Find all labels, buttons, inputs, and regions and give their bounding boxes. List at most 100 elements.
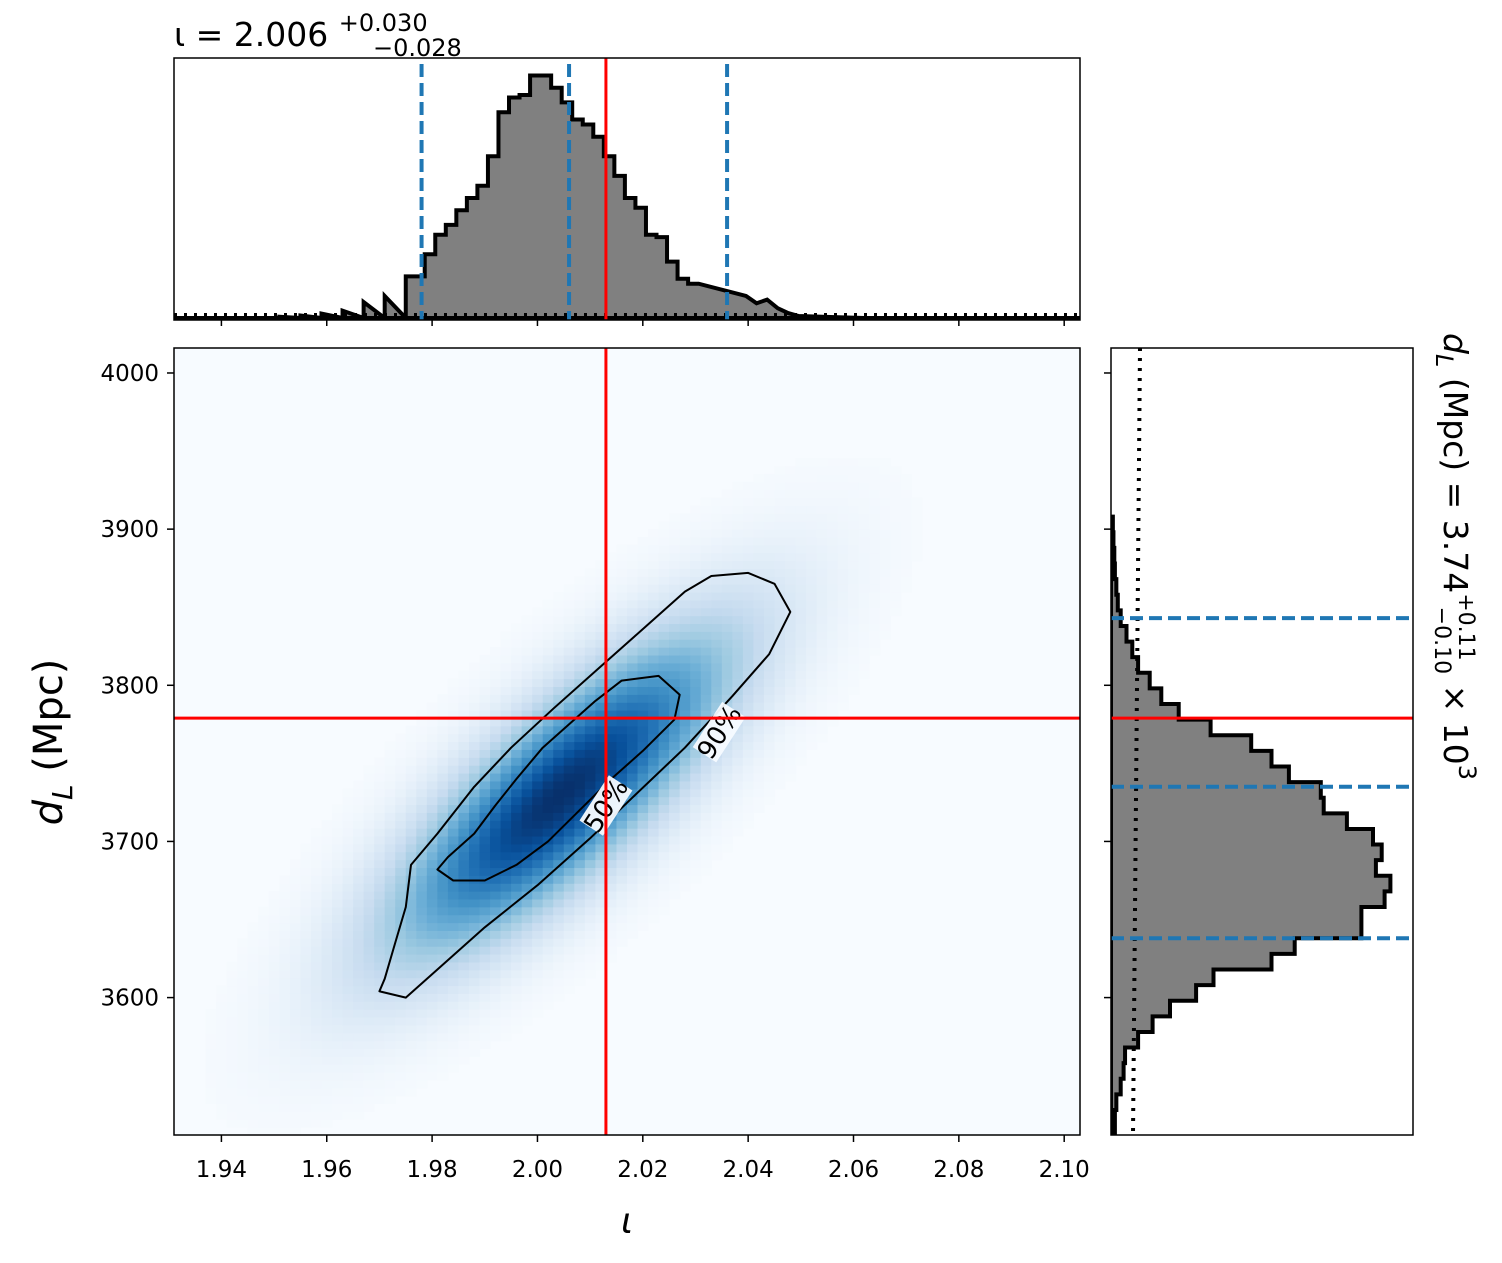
heatmap-cell: [553, 867, 565, 876]
heatmap-cell: [679, 536, 691, 546]
heatmap-cell: [458, 702, 470, 711]
heatmap-cell: [848, 591, 860, 601]
heatmap-cell: [511, 843, 523, 853]
heatmap-cell: [605, 702, 618, 711]
heatmap-cell: [648, 891, 660, 900]
heatmap-cell: [468, 710, 481, 719]
heatmap-cell: [332, 898, 344, 908]
heatmap-cell: [627, 686, 639, 695]
heatmap-cell: [542, 749, 554, 758]
heatmap-cell: [374, 780, 386, 790]
heatmap-cell: [468, 733, 481, 743]
heatmap-cell: [827, 489, 839, 499]
heatmap-cell: [363, 835, 375, 845]
heatmap-cell: [542, 859, 554, 869]
heatmap-cell: [785, 686, 797, 695]
heatmap-cell: [742, 599, 755, 609]
heatmap-cell: [405, 969, 417, 979]
heatmap-cell: [468, 804, 481, 813]
heatmap-cell: [363, 906, 375, 916]
heatmap-cell: [458, 835, 470, 845]
heatmap-cell: [785, 670, 797, 680]
heatmap-cell: [374, 1064, 386, 1073]
heatmap-cell: [563, 969, 575, 979]
heatmap-cell: [785, 466, 797, 475]
heatmap-cell: [732, 623, 744, 632]
heatmap-cell: [679, 859, 691, 869]
heatmap-cell: [416, 1032, 428, 1042]
heatmap-cell: [553, 812, 565, 821]
heatmap-cell: [353, 1016, 365, 1026]
heatmap-cell: [700, 670, 712, 680]
heatmap-cell: [584, 788, 596, 798]
heatmap-cell: [627, 694, 639, 703]
heatmap-cell: [890, 466, 902, 475]
heatmap-cell: [774, 647, 786, 656]
heatmap-cell: [542, 780, 554, 790]
heatmap-cell: [374, 843, 386, 853]
heatmap-cell: [542, 843, 554, 853]
heatmap-cell: [732, 536, 744, 546]
heatmap-cell: [795, 584, 807, 593]
heatmap-cell: [395, 946, 407, 955]
heatmap-cell: [458, 969, 470, 979]
heatmap-cell: [426, 796, 438, 806]
heatmap-cell: [605, 623, 618, 632]
heatmap-cell: [279, 961, 291, 971]
heatmap-cell: [437, 930, 449, 939]
heatmap-cell: [500, 859, 512, 869]
heatmap-cell: [721, 694, 733, 703]
heatmap-cell: [542, 898, 554, 908]
heatmap-cell: [458, 710, 470, 719]
heatmap-cell: [532, 804, 544, 813]
heatmap-cell: [648, 560, 660, 569]
heatmap-cell: [500, 977, 512, 987]
heatmap-cell: [353, 977, 365, 987]
heatmap-cell: [542, 741, 554, 750]
heatmap-cell: [458, 788, 470, 798]
heatmap-cell: [468, 891, 481, 900]
heatmap-cell: [395, 883, 407, 892]
heatmap-cell: [447, 749, 460, 758]
heatmap-cell: [648, 702, 660, 711]
heatmap-cell: [289, 1064, 302, 1073]
heatmap-cell: [627, 717, 639, 727]
heatmap-cell: [490, 835, 502, 845]
heatmap-cell: [310, 1111, 323, 1120]
heatmap-cell: [289, 1111, 302, 1120]
heatmap-cell: [858, 615, 870, 625]
heatmap-cell: [858, 599, 870, 609]
heatmap-cell: [321, 1032, 333, 1042]
heatmap-cell: [395, 1072, 407, 1081]
heatmap-cell: [627, 930, 639, 939]
heatmap-cell: [521, 859, 533, 869]
heatmap-cell: [785, 741, 797, 750]
heatmap-cell: [521, 875, 533, 884]
heatmap-cell: [574, 670, 586, 680]
heatmap-cell: [332, 804, 344, 813]
heatmap-cell: [721, 686, 733, 695]
heatmap-cell: [763, 686, 776, 695]
heatmap-cell: [416, 765, 428, 774]
heatmap-cell: [721, 489, 733, 499]
heatmap-cell: [479, 796, 491, 806]
heatmap-cell: [890, 529, 902, 538]
heatmap-cell: [500, 733, 512, 743]
heatmap-cell: [690, 529, 702, 538]
heatmap-cell: [468, 1009, 481, 1018]
heatmap-cell: [658, 591, 670, 601]
heatmap-cell: [605, 654, 618, 664]
heatmap-cell: [763, 717, 776, 727]
heatmap-cell: [458, 993, 470, 1002]
heatmap-cell: [500, 1001, 512, 1010]
heatmap-cell: [574, 828, 586, 837]
heatmap-cell: [605, 938, 618, 947]
heatmap-cell: [584, 914, 596, 924]
heatmap-cell: [584, 938, 596, 947]
heatmap-cell: [658, 851, 670, 861]
heatmap-cell: [785, 584, 797, 593]
heatmap-cell: [405, 938, 417, 947]
heatmap-cell: [858, 560, 870, 569]
heatmap-cell: [848, 647, 860, 656]
heatmap-cell: [837, 481, 849, 491]
